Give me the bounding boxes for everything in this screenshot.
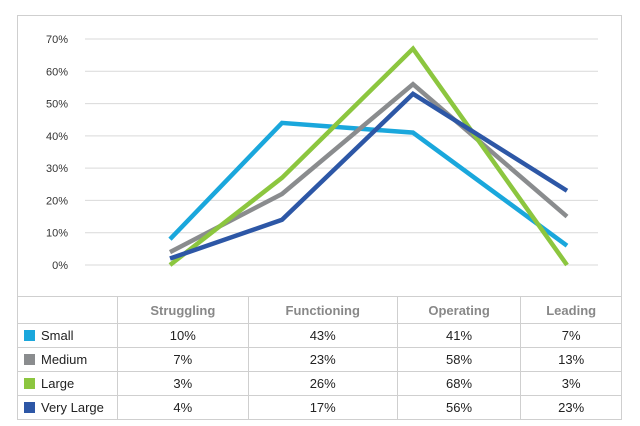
column-header: Operating — [396, 296, 522, 324]
data-label: 41% — [396, 323, 522, 348]
gridlines — [85, 38, 598, 266]
data-label: 23% — [247, 347, 398, 372]
series-line-very-large — [169, 91, 569, 261]
data-label: 17% — [247, 395, 398, 420]
series-name: Very Large — [41, 400, 104, 415]
data-label: 4% — [117, 395, 249, 420]
series-name: Large — [41, 376, 75, 391]
y-axis-ticks: 0% 10% 20% 30% 40% 50% 60% 70% — [46, 34, 68, 272]
data-label: 56% — [396, 395, 522, 420]
y-tick-label: 10% — [46, 228, 68, 240]
data-label: 68% — [396, 371, 522, 396]
table-row: Small 10% 43% 41% 7% — [17, 323, 622, 348]
series-label-cell: Very Large — [17, 395, 118, 420]
column-header: Functioning — [247, 296, 398, 324]
series-label-cell: Large — [17, 371, 118, 396]
series-label-cell: Medium — [17, 347, 118, 372]
y-tick-label: 60% — [46, 66, 68, 78]
data-label: 7% — [117, 347, 249, 372]
y-tick-label: 20% — [46, 195, 68, 207]
series-line-large — [168, 45, 569, 267]
data-label: 23% — [520, 395, 622, 420]
data-label: 58% — [396, 347, 522, 372]
series-line-small — [168, 120, 569, 248]
y-tick-label: 40% — [46, 131, 68, 143]
y-tick-label: 70% — [46, 34, 68, 46]
header-row: Struggling Functioning Operating Leading — [17, 296, 622, 324]
table-row: Medium 7% 23% 58% 13% — [17, 347, 622, 372]
series-name: Medium — [41, 352, 88, 367]
column-header: Struggling — [117, 296, 249, 324]
series-label-cell: Small — [17, 323, 118, 348]
data-label: 43% — [247, 323, 398, 348]
legend-swatch — [24, 378, 35, 389]
y-tick-label: 0% — [52, 260, 68, 272]
data-label: 3% — [117, 371, 249, 396]
data-table: Struggling Functioning Operating Leading… — [17, 296, 622, 420]
column-header: Leading — [520, 296, 622, 324]
table-row: Large 3% 26% 68% 3% — [17, 371, 622, 396]
header-corner — [17, 296, 118, 324]
data-label: 3% — [520, 371, 622, 396]
series-lines — [168, 45, 569, 267]
legend-swatch — [24, 354, 35, 365]
data-label: 10% — [117, 323, 249, 348]
y-tick-label: 50% — [46, 99, 68, 111]
data-label: 26% — [247, 371, 398, 396]
legend-swatch — [24, 402, 35, 413]
series-name: Small — [41, 328, 74, 343]
data-label: 7% — [520, 323, 622, 348]
y-tick-label: 30% — [46, 163, 68, 175]
data-label: 13% — [520, 347, 622, 372]
legend-swatch — [24, 330, 35, 341]
table-row: Very Large 4% 17% 56% 23% — [17, 395, 622, 420]
